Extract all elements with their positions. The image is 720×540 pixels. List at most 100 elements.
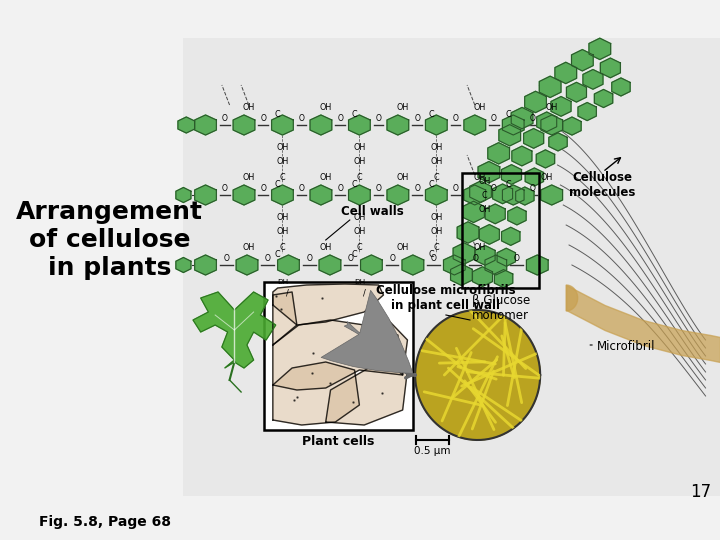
Text: C: C: [428, 250, 434, 259]
Text: O: O: [513, 254, 520, 263]
Text: OH: OH: [276, 213, 289, 221]
Text: Cellulose microfibrils
in plant cell wall: Cellulose microfibrils in plant cell wal…: [376, 284, 516, 312]
Text: O: O: [299, 184, 305, 193]
Polygon shape: [572, 50, 593, 71]
Text: O: O: [299, 114, 305, 123]
Text: O: O: [431, 254, 436, 263]
Text: OH: OH: [320, 103, 332, 112]
Text: Arrangement
of cellulose
in plants: Arrangement of cellulose in plants: [16, 200, 203, 280]
Text: OH: OH: [474, 243, 486, 252]
Polygon shape: [525, 91, 546, 113]
Polygon shape: [492, 184, 513, 204]
Text: Cellulose
molecules: Cellulose molecules: [570, 171, 636, 199]
Text: O: O: [337, 114, 343, 123]
Text: C: C: [275, 110, 281, 119]
Polygon shape: [566, 285, 577, 311]
Polygon shape: [444, 255, 465, 275]
Polygon shape: [512, 146, 532, 166]
Polygon shape: [348, 185, 370, 205]
Polygon shape: [485, 255, 507, 275]
Text: O: O: [222, 114, 228, 123]
Text: O: O: [472, 254, 478, 263]
Bar: [462, 173, 539, 288]
Polygon shape: [402, 255, 423, 275]
Text: O: O: [265, 254, 271, 263]
Polygon shape: [310, 185, 332, 205]
Polygon shape: [541, 115, 562, 135]
Polygon shape: [551, 97, 571, 116]
Text: Microfibril: Microfibril: [597, 341, 655, 354]
Text: OH: OH: [243, 173, 255, 182]
Text: C: C: [433, 172, 439, 181]
Polygon shape: [319, 255, 341, 275]
Polygon shape: [563, 117, 581, 135]
Polygon shape: [236, 255, 258, 275]
Text: C: C: [352, 250, 357, 259]
Polygon shape: [415, 310, 540, 440]
Text: OH: OH: [397, 243, 409, 252]
Polygon shape: [273, 362, 359, 425]
Text: OH: OH: [320, 173, 332, 182]
Polygon shape: [463, 201, 485, 222]
Polygon shape: [523, 129, 544, 148]
Text: OH: OH: [541, 173, 553, 182]
Text: C: C: [352, 110, 357, 119]
Polygon shape: [488, 143, 510, 164]
Polygon shape: [176, 258, 191, 273]
Polygon shape: [539, 76, 561, 98]
Text: OH: OH: [354, 143, 366, 152]
Text: Plant cells: Plant cells: [302, 435, 374, 448]
Polygon shape: [555, 62, 577, 84]
Polygon shape: [273, 320, 402, 390]
Text: O: O: [261, 184, 266, 193]
Text: /: /: [286, 289, 289, 298]
Text: OH: OH: [430, 158, 443, 166]
Polygon shape: [464, 115, 485, 135]
Polygon shape: [503, 115, 524, 135]
Polygon shape: [497, 248, 516, 266]
Polygon shape: [478, 161, 500, 183]
Text: OH: OH: [430, 213, 443, 221]
Polygon shape: [499, 125, 521, 146]
Polygon shape: [536, 150, 554, 168]
Text: 17: 17: [690, 483, 711, 501]
Text: C: C: [433, 242, 439, 252]
Text: O: O: [261, 114, 266, 123]
Polygon shape: [178, 117, 194, 133]
Text: O: O: [390, 254, 395, 263]
Polygon shape: [271, 185, 293, 205]
Text: DH: DH: [354, 279, 365, 285]
Text: O: O: [306, 254, 312, 263]
Polygon shape: [503, 185, 524, 205]
Text: 0.5 μm: 0.5 μm: [414, 446, 451, 456]
Polygon shape: [273, 284, 384, 325]
Polygon shape: [589, 38, 611, 59]
Text: OH: OH: [430, 143, 443, 152]
Polygon shape: [387, 115, 409, 135]
Polygon shape: [485, 204, 505, 224]
Polygon shape: [273, 292, 297, 345]
Text: OH: OH: [430, 227, 443, 237]
Text: C: C: [505, 110, 511, 119]
Text: OH: OH: [474, 173, 486, 182]
Polygon shape: [502, 227, 520, 245]
Text: OH: OH: [397, 173, 409, 182]
Polygon shape: [567, 83, 587, 102]
Polygon shape: [194, 115, 216, 135]
Text: OH: OH: [243, 243, 255, 252]
Text: C: C: [505, 180, 511, 189]
Polygon shape: [194, 255, 216, 275]
Text: C: C: [279, 172, 285, 181]
Text: OH: OH: [354, 213, 366, 221]
Text: OH: OH: [354, 227, 366, 237]
Text: C: C: [356, 172, 362, 181]
Text: OH: OH: [478, 205, 490, 213]
Text: OH: OH: [354, 158, 366, 166]
Text: C: C: [482, 192, 487, 200]
Text: β Glucose
monomer: β Glucose monomer: [472, 294, 530, 322]
Polygon shape: [194, 185, 216, 205]
Polygon shape: [193, 292, 276, 368]
Polygon shape: [495, 269, 513, 288]
Polygon shape: [475, 246, 495, 265]
Polygon shape: [480, 225, 500, 244]
